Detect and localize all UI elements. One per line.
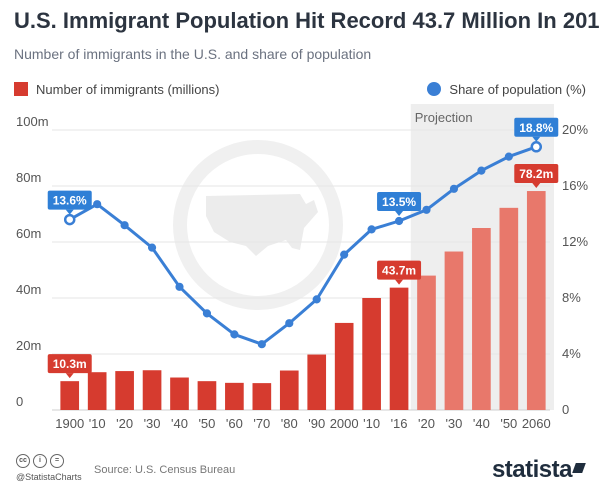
- bar: [362, 298, 381, 410]
- x-tick-label: '10: [363, 416, 380, 431]
- bar: [87, 372, 107, 410]
- line-point: [340, 250, 349, 259]
- y-right-tick-label: 12%: [562, 234, 588, 249]
- bar: [417, 275, 436, 410]
- line-point: [93, 200, 102, 209]
- data-label: 43.7m: [377, 260, 422, 285]
- line-point: [312, 295, 321, 304]
- data-label: 10.3m: [47, 354, 92, 379]
- legend-line: Share of population (%): [427, 80, 586, 98]
- share-line: [68, 145, 537, 346]
- x-tick-label: '50: [198, 416, 215, 431]
- x-tick-label: '20: [116, 416, 133, 431]
- data-label: 13.6%: [47, 190, 92, 215]
- bar: [334, 322, 354, 410]
- y-right-tick-label: 20%: [562, 122, 588, 137]
- bar: [444, 251, 464, 410]
- line-point: [147, 243, 157, 252]
- x-tick-label: 2000: [330, 416, 359, 431]
- line-point: [477, 166, 486, 175]
- chart-title: U.S. Immigrant Population Hit Record 43.…: [14, 8, 600, 33]
- line-point: [202, 309, 212, 318]
- source-note: Source: U.S. Census Bureau: [94, 464, 236, 476]
- x-tick-label: '30: [144, 416, 161, 431]
- bar: [526, 191, 546, 410]
- x-tick-label: '60: [226, 416, 243, 431]
- bar: [389, 287, 409, 410]
- x-tick-label: 2060: [522, 416, 551, 431]
- bar: [142, 370, 162, 410]
- svg-text:10.3m: 10.3m: [53, 357, 87, 371]
- x-tick-label: '50: [500, 416, 517, 431]
- us-map-icon: [173, 140, 343, 310]
- legend-bar-label: Number of immigrants (millions): [36, 81, 220, 97]
- line-point: [230, 330, 239, 339]
- line-point: [63, 213, 76, 226]
- footer: cc i = @StatistaCharts Source: U.S. Census…: [0, 454, 600, 500]
- legend-line-label: Share of population (%): [449, 81, 586, 97]
- bar: [170, 377, 189, 410]
- line-point: [449, 184, 459, 193]
- y-left-tick-label: 60m: [16, 226, 41, 241]
- twitter-handle[interactable]: @StatistaCharts: [16, 472, 82, 482]
- line-point: [504, 152, 513, 161]
- bar: [252, 383, 272, 410]
- y-left-tick-label: 80m: [16, 170, 41, 185]
- creative-commons-icon[interactable]: cc i =: [16, 454, 64, 468]
- bar: [279, 370, 299, 410]
- svg-text:18.8%: 18.8%: [519, 121, 553, 135]
- x-tick-label: '70: [253, 416, 270, 431]
- svg-text:13.6%: 13.6%: [53, 194, 87, 208]
- y-right-tick-label: 4%: [562, 346, 581, 361]
- svg-text:78.2m: 78.2m: [519, 167, 553, 181]
- legend-bars: Number of immigrants (millions): [14, 80, 219, 98]
- data-label: 13.5%: [377, 192, 422, 216]
- x-tick-label: '20: [418, 416, 435, 431]
- line-point: [422, 205, 431, 214]
- y-right-tick-label: 8%: [562, 290, 581, 305]
- svg-text:13.5%: 13.5%: [382, 195, 416, 209]
- x-tick-label: 1900: [55, 416, 84, 431]
- x-tick-label: '10: [89, 416, 106, 431]
- bar: [225, 382, 244, 410]
- y-right-tick-label: 16%: [562, 178, 588, 193]
- x-tick-label: '30: [445, 416, 462, 431]
- x-tick-label: '40: [171, 416, 188, 431]
- line-point: [394, 216, 404, 226]
- legend-line-swatch: [427, 82, 442, 96]
- data-label: 78.2m: [514, 164, 559, 189]
- bar: [197, 381, 217, 410]
- bar: [499, 207, 519, 410]
- y-left-tick-label: 20m: [16, 338, 41, 353]
- line-point: [285, 319, 294, 328]
- line-point: [530, 141, 543, 153]
- line-point: [257, 340, 266, 349]
- svg-text:43.7m: 43.7m: [382, 264, 416, 278]
- y-right-tick-label: 0: [562, 402, 569, 417]
- x-tick-label: '16: [391, 416, 408, 431]
- projection-label: Projection: [415, 110, 473, 125]
- x-tick-label: '80: [281, 416, 298, 431]
- line-point: [175, 282, 184, 291]
- statista-logo[interactable]: statista: [492, 456, 586, 484]
- y-left-tick-label: 100m: [16, 114, 49, 129]
- bar: [115, 371, 134, 410]
- data-label: 18.8%: [514, 117, 559, 142]
- y-left-tick-label: 40m: [16, 282, 41, 297]
- combo-chart: Projection 10.3m 43.7m 78.2m 13.6% 13.5% 18.8…: [16, 104, 588, 431]
- x-tick-label: '90: [308, 416, 325, 431]
- bar: [307, 354, 327, 410]
- line-point: [120, 221, 129, 230]
- y-left-tick-label: 0: [16, 394, 23, 409]
- legend-bar-swatch: [14, 82, 28, 96]
- bar: [60, 381, 80, 410]
- bar: [472, 228, 491, 410]
- line-point: [367, 225, 376, 234]
- chart-subtitle: Number of immigrants in the U.S. and sha…: [14, 46, 372, 62]
- x-tick-label: '40: [473, 416, 490, 431]
